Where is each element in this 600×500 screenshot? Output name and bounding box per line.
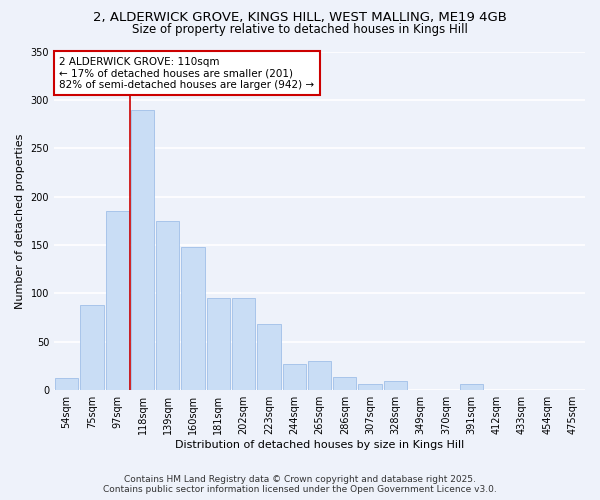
Bar bbox=[207, 298, 230, 390]
Text: Size of property relative to detached houses in Kings Hill: Size of property relative to detached ho… bbox=[132, 22, 468, 36]
Bar bbox=[257, 324, 281, 390]
Text: 2, ALDERWICK GROVE, KINGS HILL, WEST MALLING, ME19 4GB: 2, ALDERWICK GROVE, KINGS HILL, WEST MAL… bbox=[93, 11, 507, 24]
Bar bbox=[131, 110, 154, 390]
X-axis label: Distribution of detached houses by size in Kings Hill: Distribution of detached houses by size … bbox=[175, 440, 464, 450]
Bar bbox=[106, 211, 129, 390]
Y-axis label: Number of detached properties: Number of detached properties bbox=[15, 133, 25, 308]
Bar bbox=[460, 384, 483, 390]
Bar bbox=[308, 361, 331, 390]
Bar bbox=[232, 298, 256, 390]
Bar bbox=[358, 384, 382, 390]
Text: 2 ALDERWICK GROVE: 110sqm
← 17% of detached houses are smaller (201)
82% of semi: 2 ALDERWICK GROVE: 110sqm ← 17% of detac… bbox=[59, 56, 314, 90]
Bar bbox=[283, 364, 306, 390]
Bar bbox=[333, 376, 356, 390]
Text: Contains HM Land Registry data © Crown copyright and database right 2025.
Contai: Contains HM Land Registry data © Crown c… bbox=[103, 474, 497, 494]
Bar bbox=[181, 247, 205, 390]
Bar bbox=[156, 221, 179, 390]
Bar bbox=[384, 382, 407, 390]
Bar bbox=[55, 378, 79, 390]
Bar bbox=[80, 305, 104, 390]
